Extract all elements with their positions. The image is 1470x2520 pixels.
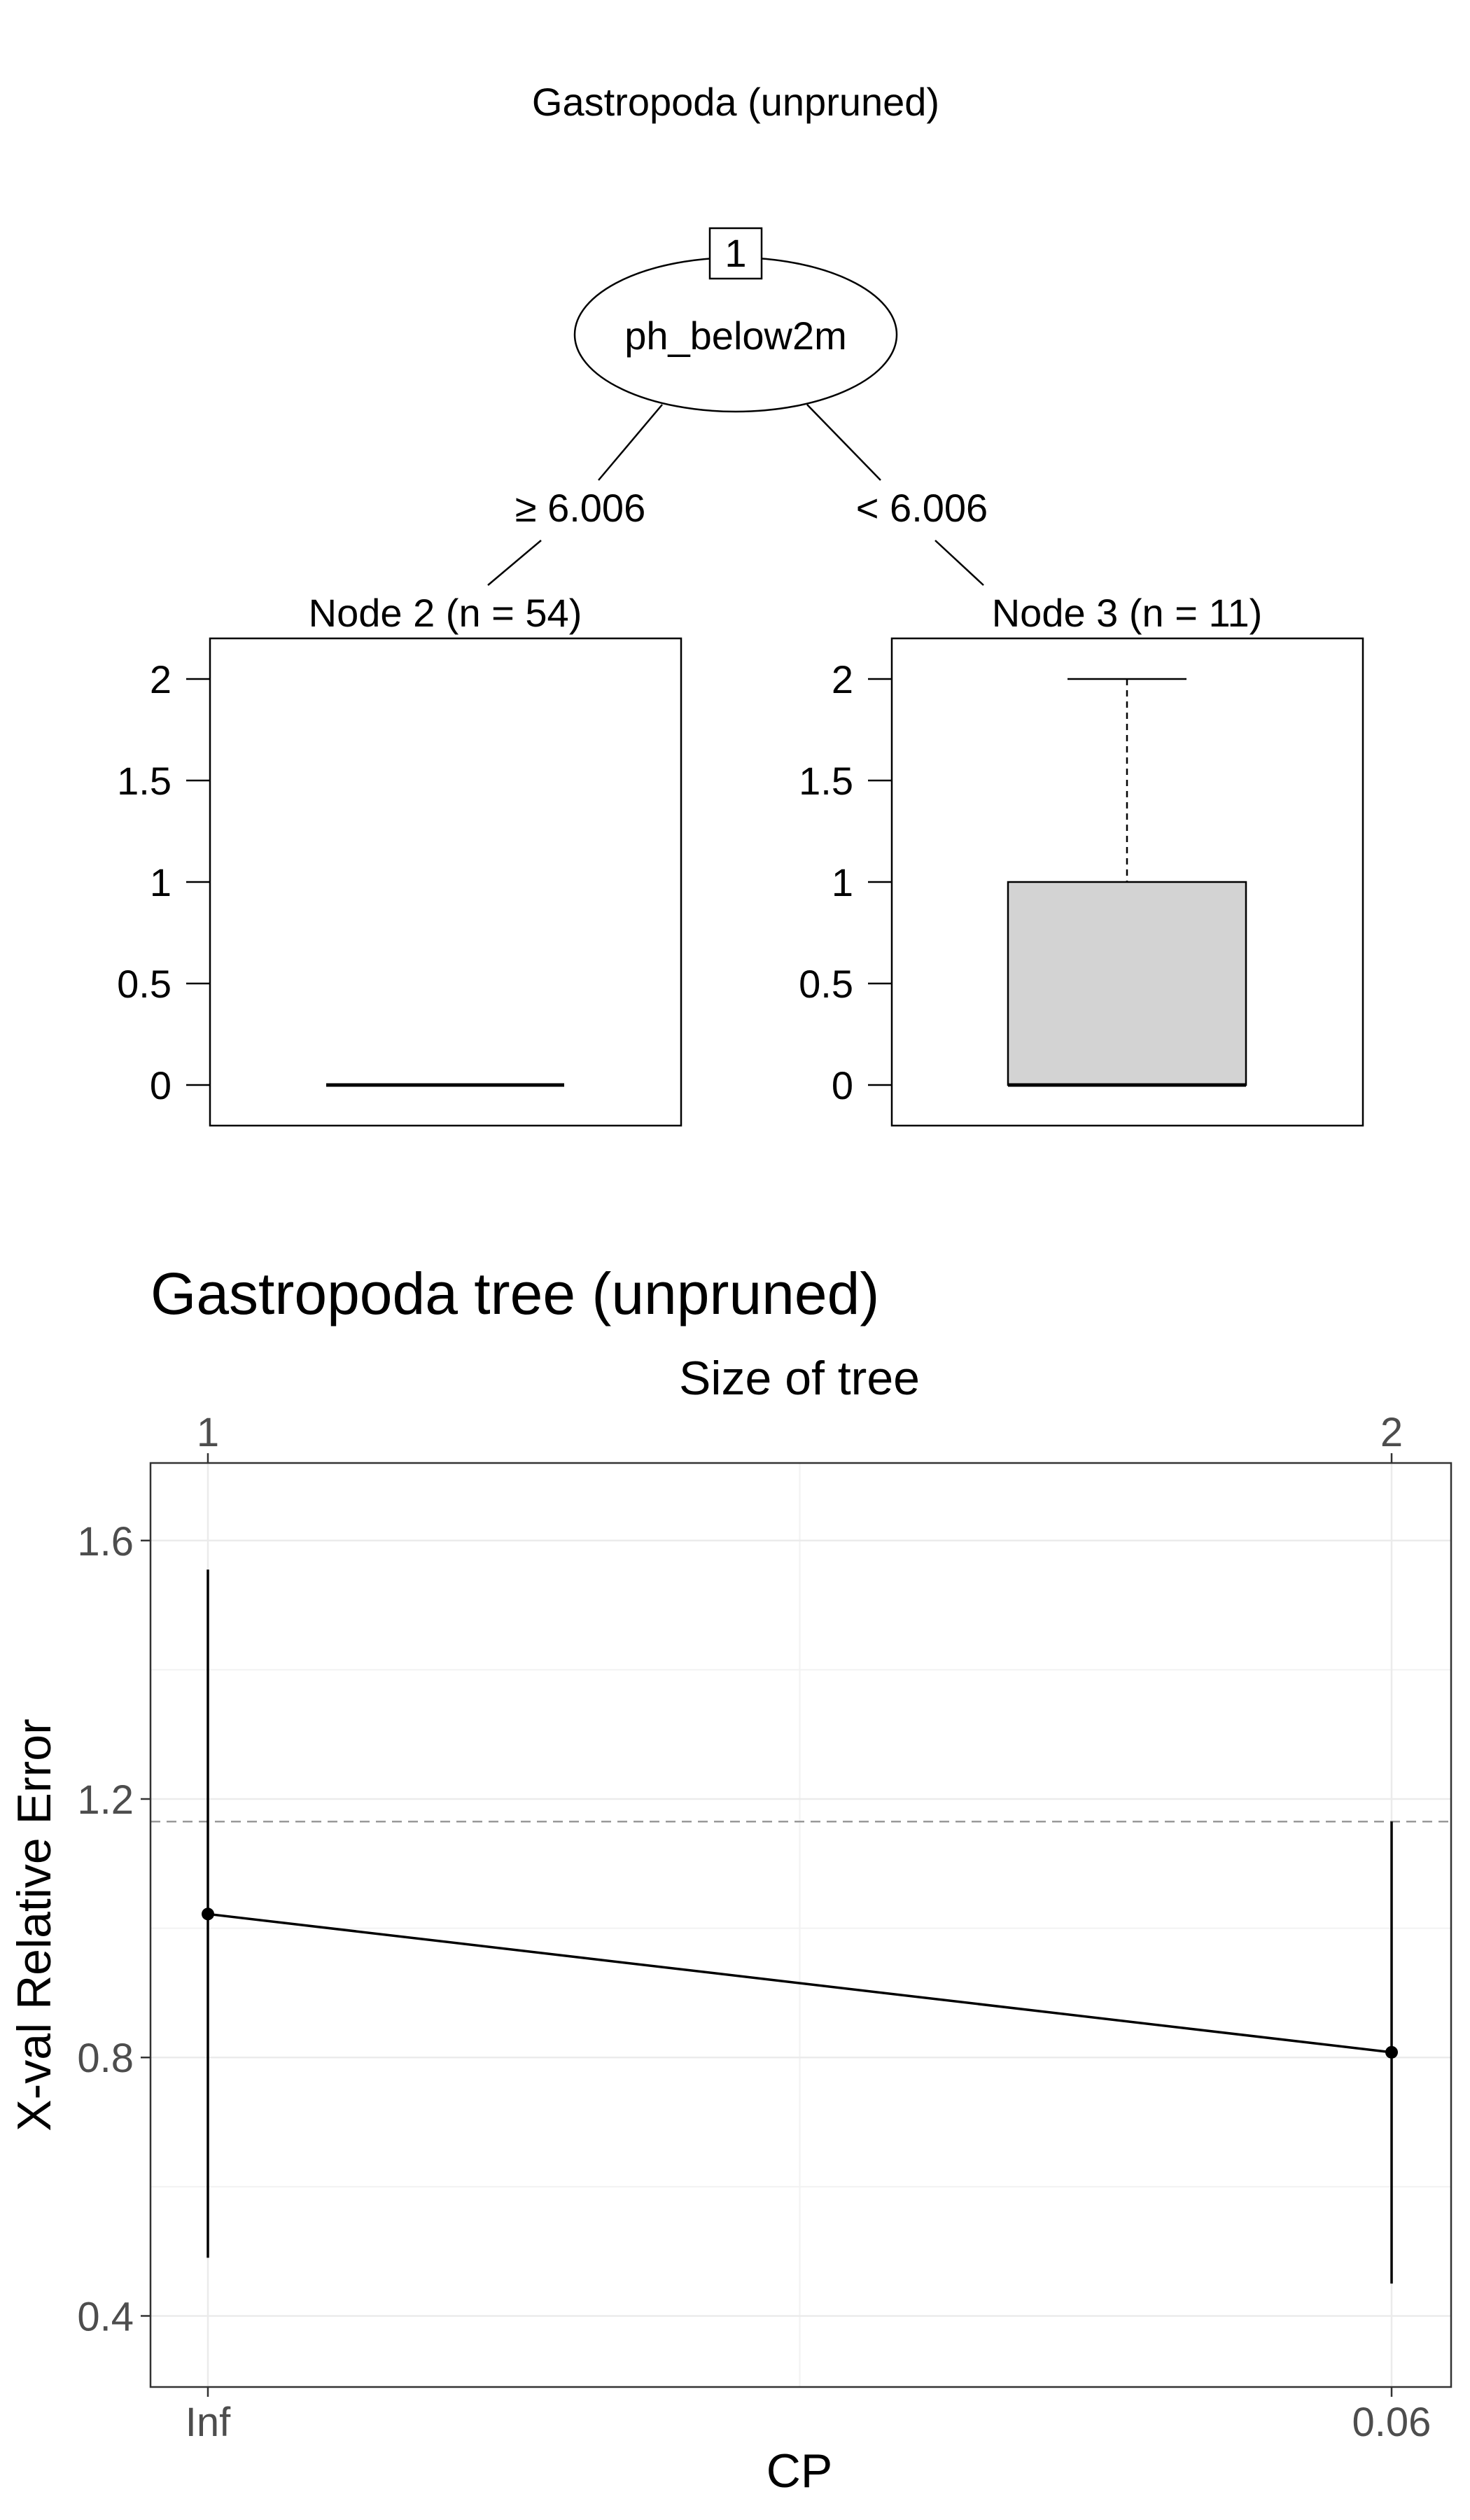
- cp-x-tick-label: 0.06: [1352, 2400, 1432, 2445]
- cp-series-line: [207, 1912, 1392, 2054]
- root-split-variable: ph_below2m: [624, 314, 847, 358]
- cp-plot-title: Gastropoda tree (unpruned): [150, 1261, 879, 1326]
- edge-left-lower: [487, 540, 542, 586]
- y-axis-title: X-val Relative Error: [8, 1718, 61, 2132]
- edge-right-lower: [934, 540, 984, 586]
- left-split-label: ≥ 6.006: [515, 486, 645, 530]
- root-node-id-box: [708, 227, 763, 280]
- cp-y-tick-label: 1.6: [77, 1519, 134, 1564]
- cp-top-tick-label: 2: [1380, 1410, 1403, 1455]
- node-2-boxplot-panel: 2 1.5 1 0.5 0: [117, 637, 682, 1127]
- tree-panel: Gastropoda (unpruned) 1 ph_below2m ≥ 6.0…: [117, 80, 1364, 1127]
- node-2-y-tick-label: 0: [150, 1063, 172, 1107]
- node-3-y-tick-label: 1: [832, 860, 853, 904]
- cp-top-tick-label: 1: [197, 1410, 219, 1455]
- node-3-y-tick-label: 0: [832, 1063, 853, 1107]
- node-2-y-tick-label: 1.5: [117, 759, 172, 803]
- cp-y-tick-label: 0.4: [77, 2294, 134, 2339]
- top-axis-title: Size of tree: [679, 1352, 920, 1405]
- x-axis-title: CP: [766, 2444, 832, 2498]
- tree-title: Gastropoda (unpruned): [532, 80, 939, 124]
- edge-left-upper: [598, 404, 663, 481]
- right-split-label: < 6.006: [856, 486, 988, 530]
- node-3-title: Node 3 (n = 11): [992, 591, 1263, 635]
- cp-plot-border: [149, 1462, 1452, 2388]
- node-3-boxplot-panel: 2 1.5 1 0.5 0: [799, 637, 1364, 1127]
- node-3-y-tick-label: 1.5: [799, 759, 853, 803]
- node-2-y-tick-label: 0.5: [117, 962, 172, 1006]
- edge-right-upper: [806, 404, 881, 481]
- node-2-y-tick-label: 2: [150, 657, 172, 701]
- cp-data-point: [202, 1907, 214, 1921]
- node-3-y-tick-label: 0.5: [799, 962, 853, 1006]
- cp-data-point: [1385, 2045, 1398, 2059]
- node-2-title: Node 2 (n = 54): [309, 591, 582, 635]
- cp-plot-panel: [150, 1463, 1451, 2387]
- cp-x-tick-label: Inf: [186, 2400, 231, 2445]
- root-node-id: 1: [724, 231, 746, 275]
- node-2-y-tick-label: 1: [150, 860, 172, 904]
- node-3-y-tick-label: 2: [832, 657, 853, 701]
- cp-y-tick-label: 1.2: [77, 1777, 134, 1823]
- node-3-box: [1007, 881, 1247, 1086]
- node-2-frame: [209, 637, 682, 1127]
- cp-y-tick-label: 0.8: [77, 2036, 134, 2081]
- cp-plot: Gastropoda tree (unpruned) Size of tree …: [8, 1261, 1452, 2498]
